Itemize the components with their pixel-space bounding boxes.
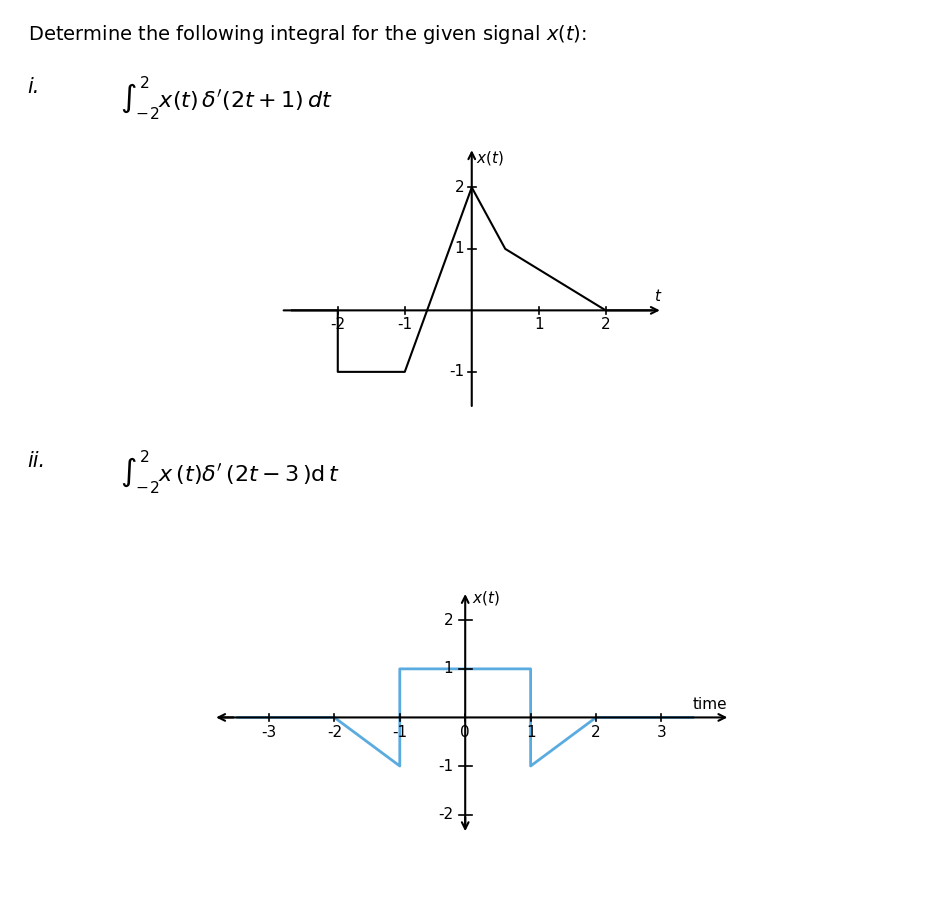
Text: -1: -1: [392, 725, 407, 741]
Text: 3: 3: [657, 725, 666, 741]
Text: -1: -1: [450, 364, 464, 380]
Text: 2: 2: [591, 725, 601, 741]
Text: -1: -1: [397, 318, 413, 332]
Text: i.: i.: [28, 77, 40, 97]
Text: -1: -1: [438, 759, 453, 774]
Text: 2: 2: [444, 612, 453, 628]
Text: 2: 2: [455, 179, 464, 195]
Text: $\int_{-2}^{2} x\,(t)\delta'\,(2t - 3\,)\mathrm{d}\,t$: $\int_{-2}^{2} x\,(t)\delta'\,(2t - 3\,)…: [120, 448, 340, 496]
Text: -2: -2: [438, 807, 453, 822]
Text: -2: -2: [330, 318, 345, 332]
Text: 0: 0: [461, 725, 470, 741]
Text: $x(t)$: $x(t)$: [472, 589, 500, 607]
Text: 1: 1: [534, 318, 544, 332]
Text: -3: -3: [261, 725, 277, 741]
Text: 2: 2: [601, 318, 610, 332]
Text: $x(t)$: $x(t)$: [476, 149, 504, 167]
Text: $\int_{-2}^{2} x(t)\,\delta'(2t + 1)\,dt$: $\int_{-2}^{2} x(t)\,\delta'(2t + 1)\,dt…: [120, 74, 333, 122]
Text: 1: 1: [455, 242, 464, 256]
Text: -2: -2: [327, 725, 342, 741]
Text: ii.: ii.: [28, 451, 46, 471]
Text: time: time: [692, 696, 727, 712]
Text: Determine the following integral for the given signal $x(t)$:: Determine the following integral for the…: [28, 23, 586, 45]
Text: 1: 1: [444, 661, 453, 676]
Text: $t$: $t$: [654, 289, 662, 304]
Text: 1: 1: [525, 725, 536, 741]
